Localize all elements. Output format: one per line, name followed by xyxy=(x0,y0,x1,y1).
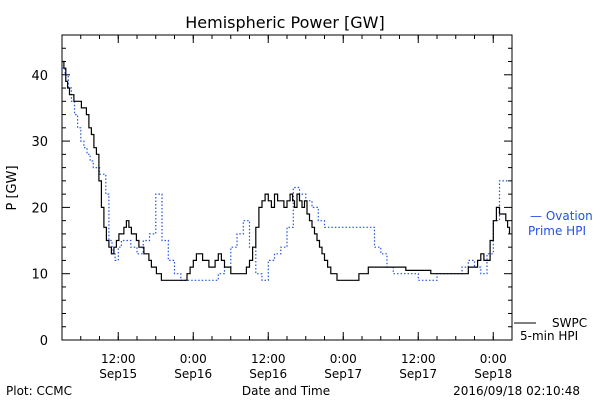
x-tick-time-label: 0:00 xyxy=(330,352,357,366)
legend-ovation-line1: — Ovation xyxy=(530,209,593,223)
legend-ovation-line2: Prime HPI xyxy=(528,224,586,238)
x-tick-time-label: 0:00 xyxy=(480,352,507,366)
y-tick-label: 0 xyxy=(40,334,48,349)
y-axis-label: P [GW] xyxy=(5,165,20,210)
series-layer xyxy=(62,60,511,281)
x-tick-date-label: Sep18 xyxy=(474,367,512,381)
x-tick-date-label: Sep16 xyxy=(174,367,212,381)
plot-frame xyxy=(61,34,513,341)
footer-credit: Plot: CCMC xyxy=(6,384,72,398)
legend-swpc: SWPC 5-min HPI xyxy=(514,316,587,343)
x-tick-date-label: Sep17 xyxy=(399,367,437,381)
x-tick-time-label: 12:00 xyxy=(101,352,136,366)
legend-swpc-line2: 5-min HPI xyxy=(520,329,578,343)
y-tick-label: 30 xyxy=(31,135,48,150)
x-axis: 12:00Sep150:00Sep1612:00Sep160:00Sep1712… xyxy=(61,35,513,381)
legend-ovation: — Ovation Prime HPI xyxy=(528,209,593,238)
y-tick-label: 20 xyxy=(31,201,48,216)
x-tick-date-label: Sep17 xyxy=(324,367,362,381)
x-axis-label: Date and Time xyxy=(242,384,330,398)
y-tick-label: 10 xyxy=(31,268,48,283)
legend-swpc-line1: SWPC xyxy=(552,316,587,330)
y-tick-label: 40 xyxy=(31,69,48,84)
x-tick-date-label: Sep16 xyxy=(249,367,287,381)
footer-timestamp: 2016/09/18 02:10:48 xyxy=(453,384,580,398)
x-tick-date-label: Sep15 xyxy=(99,367,137,381)
chart-title: Hemispheric Power [GW] xyxy=(185,13,384,32)
x-tick-time-label: 12:00 xyxy=(401,352,436,366)
y-axis: 0 10 20 30 40 xyxy=(31,34,512,349)
series-line-ovation xyxy=(62,67,510,281)
x-tick-time-label: 0:00 xyxy=(180,352,207,366)
series-line-swpc xyxy=(62,60,511,281)
x-tick-time-label: 12:00 xyxy=(251,352,286,366)
